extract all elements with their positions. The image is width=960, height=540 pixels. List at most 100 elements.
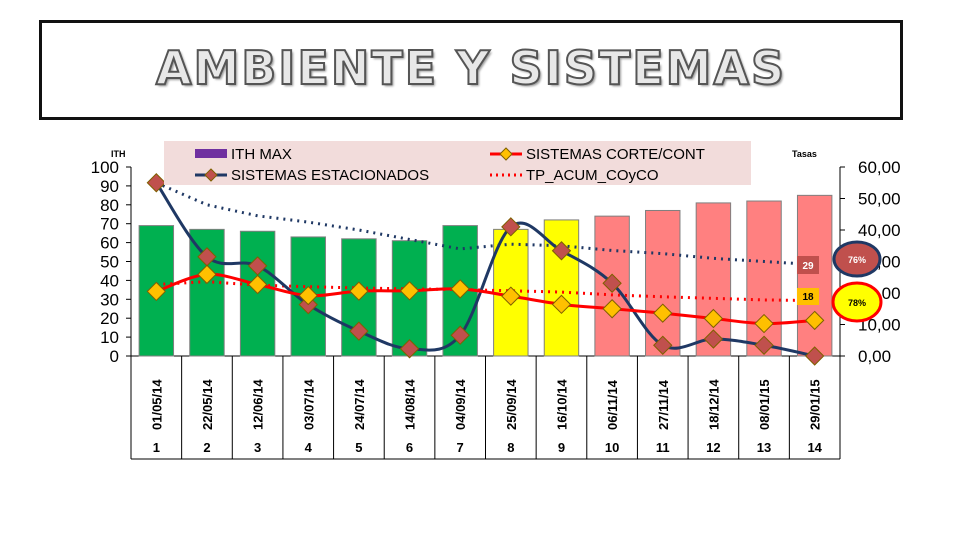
stationed-value-label: 29	[802, 261, 814, 272]
x-index-label: 12	[706, 440, 720, 455]
stationed-marker	[804, 346, 825, 366]
x-index-label: 14	[807, 440, 822, 455]
left-tick-label: 30	[100, 290, 119, 309]
stationed-marker	[602, 273, 622, 293]
slide-title: AMBIENTE Y SISTEMAS	[155, 40, 787, 96]
corte-value-label: 18	[802, 292, 814, 303]
corte-value-box	[797, 288, 819, 305]
x-date-label: 03/07/14	[301, 379, 316, 430]
stationed-trend-line	[155, 181, 815, 267]
x-index-label: 2	[203, 440, 210, 455]
yellow-circle-label: 78%	[848, 298, 866, 308]
chart-frame	[130, 167, 841, 460]
x-index-label: 3	[254, 440, 261, 455]
ith-bar	[138, 225, 175, 357]
ith-bar	[645, 209, 681, 357]
right-tick-label: 50,00	[858, 190, 901, 209]
ith-bars	[138, 194, 833, 357]
x-date-label: 24/07/14	[352, 379, 367, 430]
tp-acum-line	[156, 280, 815, 303]
stationed-marker	[653, 335, 673, 355]
corte-marker	[653, 303, 673, 323]
x-date-label: 16/10/14	[554, 379, 569, 430]
right-axis-label: Tasas	[792, 149, 817, 159]
legend-label: ITH MAX	[231, 146, 292, 163]
stationed-marker	[399, 339, 420, 359]
stationed-marker	[349, 321, 369, 341]
right-tick-label: 40,00	[858, 221, 901, 240]
x-date-label: 12/06/14	[251, 379, 266, 430]
x-date-label: 04/09/14	[453, 379, 468, 430]
stationed-value-box	[797, 256, 819, 274]
legend-swatch	[204, 168, 218, 182]
stationed-marker	[551, 241, 572, 261]
left-tick-label: 0	[110, 347, 119, 366]
left-tick-label: 40	[100, 271, 119, 290]
right-tick-label: 60,00	[858, 158, 901, 177]
corte-marker	[247, 274, 268, 295]
corte-marker	[602, 299, 622, 319]
legend-label: SISTEMAS ESTACIONADOS	[231, 167, 429, 184]
x-date-label: 27/11/14	[656, 379, 671, 430]
corte-marker	[703, 308, 724, 329]
yellow-circle	[831, 281, 883, 323]
left-tick-label: 70	[100, 215, 119, 234]
legend-label: TP_ACUM_COyCO	[526, 167, 659, 184]
corte-marker	[754, 313, 774, 334]
left-tick-label: 60	[100, 234, 119, 253]
legend-swatch	[195, 149, 227, 158]
ith-bar	[796, 194, 833, 357]
left-tick-label: 100	[91, 158, 119, 177]
x-index-label: 10	[605, 440, 619, 455]
x-date-label: 22/05/14	[200, 379, 215, 430]
left-tick-label: 20	[100, 309, 119, 328]
corte-marker	[399, 281, 420, 301]
left-axis-label: ITH	[111, 149, 126, 159]
left-tick-label: 80	[100, 196, 119, 215]
corte-marker	[349, 281, 369, 301]
x-index-label: 6	[406, 440, 413, 455]
rate-lines	[146, 173, 825, 366]
legend-swatch	[499, 147, 513, 161]
stationed-marker	[703, 329, 724, 349]
legend-box	[164, 141, 751, 185]
stationed-marker	[501, 217, 521, 237]
corte-marker	[551, 294, 572, 315]
x-index-label: 13	[757, 440, 771, 455]
corte-marker	[298, 285, 318, 306]
x-index-label: 4	[305, 440, 313, 455]
red-circle	[832, 240, 882, 278]
title-box: AMBIENTE Y SISTEMAS	[39, 20, 903, 120]
x-index-label: 7	[457, 440, 464, 455]
legend: ITH MAX SISTEMAS CORTE/CONT SISTEMAS ESTAC…	[164, 141, 751, 185]
x-index-label: 5	[355, 440, 362, 455]
x-date-label: 25/09/14	[504, 379, 519, 430]
x-date-label: 08/01/15	[757, 379, 772, 430]
stationed-marker	[754, 335, 774, 355]
corte-marker	[804, 310, 825, 331]
x-index-label: 9	[558, 440, 565, 455]
x-index-label: 8	[507, 440, 514, 455]
x-date-label: 29/01/15	[808, 379, 823, 430]
red-circle-label: 76%	[848, 255, 866, 265]
right-tick-label: 0,00	[858, 347, 891, 366]
x-date-label: 06/11/14	[605, 379, 620, 430]
corte-marker	[501, 286, 521, 306]
stationed-marker	[146, 173, 167, 193]
stationed-marker	[450, 325, 470, 345]
x-date-label: 14/08/14	[403, 379, 418, 430]
left-tick-label: 10	[100, 328, 119, 347]
axes: 01020304050607080901000,0010,0020,0030,0…	[91, 149, 901, 455]
left-tick-label: 50	[100, 253, 119, 272]
annotations: 29 18 76% 78%	[797, 240, 883, 323]
legend-label: SISTEMAS CORTE/CONT	[526, 146, 705, 163]
corte-marker	[146, 281, 167, 302]
corte-marker	[197, 264, 217, 285]
x-index-label: 1	[153, 440, 160, 455]
x-index-label: 11	[656, 440, 670, 455]
x-date-label: 18/12/14	[706, 379, 721, 430]
left-tick-label: 90	[100, 177, 119, 196]
corte-marker	[450, 279, 470, 299]
x-date-label: 01/05/14	[149, 379, 164, 430]
